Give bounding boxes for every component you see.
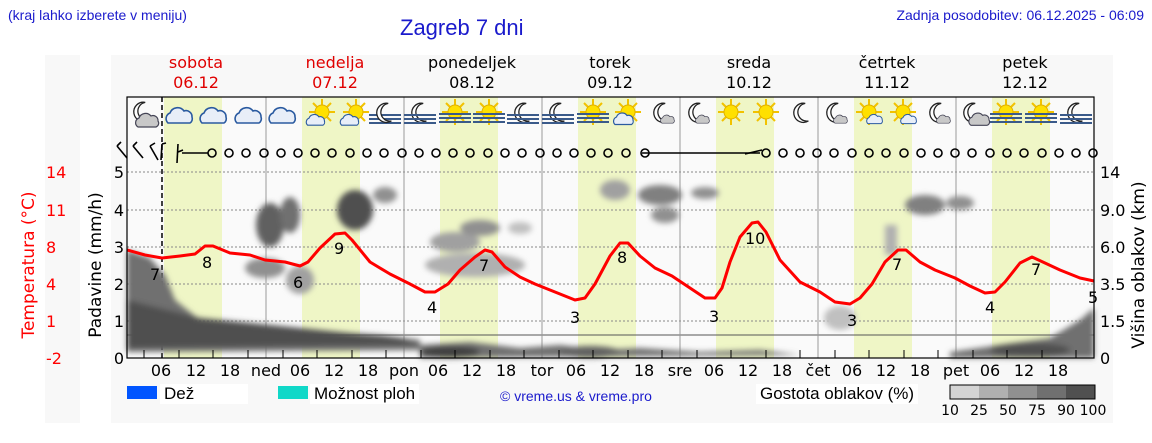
svg-text:8: 8 — [617, 248, 627, 267]
svg-text:4: 4 — [46, 275, 56, 294]
svg-text:4: 4 — [427, 298, 437, 317]
svg-text:pet: pet — [943, 361, 969, 380]
svg-text:90: 90 — [1057, 403, 1075, 419]
svg-text:9.0: 9.0 — [1100, 201, 1125, 220]
svg-text:4: 4 — [114, 201, 124, 220]
day-header-6: petek 12.12 — [1002, 53, 1048, 92]
temperature-ticks: 14 11 8 4 1 -2 — [46, 163, 66, 368]
svg-text:12: 12 — [324, 361, 344, 380]
svg-text:18: 18 — [1048, 361, 1068, 380]
svg-text:1: 1 — [114, 312, 124, 331]
svg-text:1: 1 — [46, 312, 56, 331]
svg-text:7: 7 — [479, 256, 489, 275]
precip-axis-label: Padavine (mm/h) — [86, 192, 106, 337]
svg-text:7: 7 — [892, 255, 902, 274]
svg-text:06: 06 — [566, 361, 586, 380]
svg-text:10: 10 — [941, 403, 959, 419]
day-header-0: sobota 06.12 — [168, 53, 224, 92]
svg-text:5: 5 — [114, 163, 124, 182]
day-header-4: sreda 10.12 — [726, 53, 772, 92]
svg-text:50: 50 — [999, 403, 1017, 419]
svg-text:75: 75 — [1028, 403, 1046, 419]
day-header-1: nedelja 07.12 — [305, 53, 365, 92]
svg-text:čet: čet — [806, 361, 831, 380]
x-tick-labels: 06 12 18 ned 06 12 18 pon 06 12 18 tor 0… — [151, 361, 1068, 380]
svg-text:14: 14 — [46, 163, 66, 182]
svg-text:10: 10 — [745, 229, 765, 248]
cloud-density-legend: 10 25 50 75 90 100 — [941, 384, 1107, 419]
day-header-2: ponedeljek 08.12 — [428, 53, 516, 92]
temperature-extreme-labels: 7 8 6 9 4 7 3 8 3 10 3 7 4 7 5 — [150, 229, 1098, 330]
svg-text:7: 7 — [1031, 260, 1041, 279]
svg-text:12: 12 — [462, 361, 482, 380]
svg-text:12: 12 — [1014, 361, 1034, 380]
svg-text:6.0: 6.0 — [1100, 238, 1125, 257]
svg-text:3: 3 — [847, 311, 857, 330]
svg-text:tor: tor — [531, 361, 554, 380]
svg-text:11: 11 — [46, 201, 66, 220]
svg-text:14: 14 — [1100, 163, 1120, 182]
svg-text:06: 06 — [428, 361, 448, 380]
temperature-axis-label: Temperatura (°C) — [19, 191, 39, 339]
svg-text:pon: pon — [389, 361, 419, 380]
svg-text:6: 6 — [293, 273, 303, 292]
svg-text:06: 06 — [704, 361, 724, 380]
svg-text:06: 06 — [842, 361, 862, 380]
svg-text:3: 3 — [709, 307, 719, 326]
cloud-height-ticks: 14 9.0 6.0 3.5 1.5 0 — [1100, 163, 1125, 368]
svg-text:18: 18 — [220, 361, 240, 380]
storm-swatch — [278, 386, 308, 399]
day-header-3: torek 09.12 — [587, 53, 633, 92]
rain-swatch — [127, 386, 157, 399]
svg-text:1.5: 1.5 — [1100, 312, 1125, 331]
svg-text:25: 25 — [970, 403, 988, 419]
svg-text:18: 18 — [910, 361, 930, 380]
svg-text:12: 12 — [738, 361, 758, 380]
temperature-axis-panel — [45, 55, 80, 423]
svg-text:2: 2 — [114, 275, 124, 294]
svg-text:18: 18 — [772, 361, 792, 380]
svg-text:ned: ned — [251, 361, 281, 380]
svg-text:18: 18 — [496, 361, 516, 380]
svg-text:06: 06 — [980, 361, 1000, 380]
wind-row — [116, 141, 763, 164]
day-header-5: četrtek 11.12 — [858, 53, 916, 92]
svg-text:8: 8 — [46, 238, 56, 257]
location-hint: (kraj lahko izberete v meniju) — [8, 7, 187, 23]
svg-text:0: 0 — [1100, 349, 1110, 368]
svg-text:5: 5 — [1088, 288, 1098, 307]
svg-text:-2: -2 — [46, 349, 62, 368]
svg-text:06: 06 — [151, 361, 171, 380]
daytime-bands — [164, 97, 1050, 358]
svg-text:3.5: 3.5 — [1100, 275, 1125, 294]
svg-text:9: 9 — [334, 239, 344, 258]
svg-text:sre: sre — [668, 361, 692, 380]
cloud-density — [127, 180, 1094, 358]
svg-text:12: 12 — [600, 361, 620, 380]
svg-text:0: 0 — [114, 349, 124, 368]
cloud-density-label: Gostota oblakov (%) — [756, 384, 919, 404]
svg-text:06: 06 — [290, 361, 310, 380]
svg-text:12: 12 — [876, 361, 896, 380]
cloud-height-axis-label: Višina oblakov (km) — [1129, 181, 1149, 348]
svg-text:3: 3 — [570, 308, 580, 327]
precip-ticks: 5 4 3 2 1 0 — [114, 163, 124, 368]
storm-legend-label: Možnost ploh — [310, 384, 420, 404]
svg-text:18: 18 — [358, 361, 378, 380]
svg-text:12: 12 — [186, 361, 206, 380]
svg-text:18: 18 — [634, 361, 654, 380]
svg-text:8: 8 — [202, 253, 212, 272]
svg-text:4: 4 — [985, 298, 995, 317]
last-update: Zadnja posodobitev: 06.12.2025 - 06:09 — [896, 7, 1144, 23]
rain-legend-label: Dež — [160, 384, 248, 404]
svg-text:3: 3 — [114, 238, 124, 257]
copyright-link[interactable]: © vreme.us & vreme.pro — [500, 388, 652, 404]
page-title: Zagreb 7 dni — [400, 15, 524, 40]
temperature-line — [126, 220, 1095, 306]
x-ticks — [143, 350, 1077, 358]
svg-text:7: 7 — [150, 265, 160, 284]
svg-text:100: 100 — [1080, 403, 1107, 419]
